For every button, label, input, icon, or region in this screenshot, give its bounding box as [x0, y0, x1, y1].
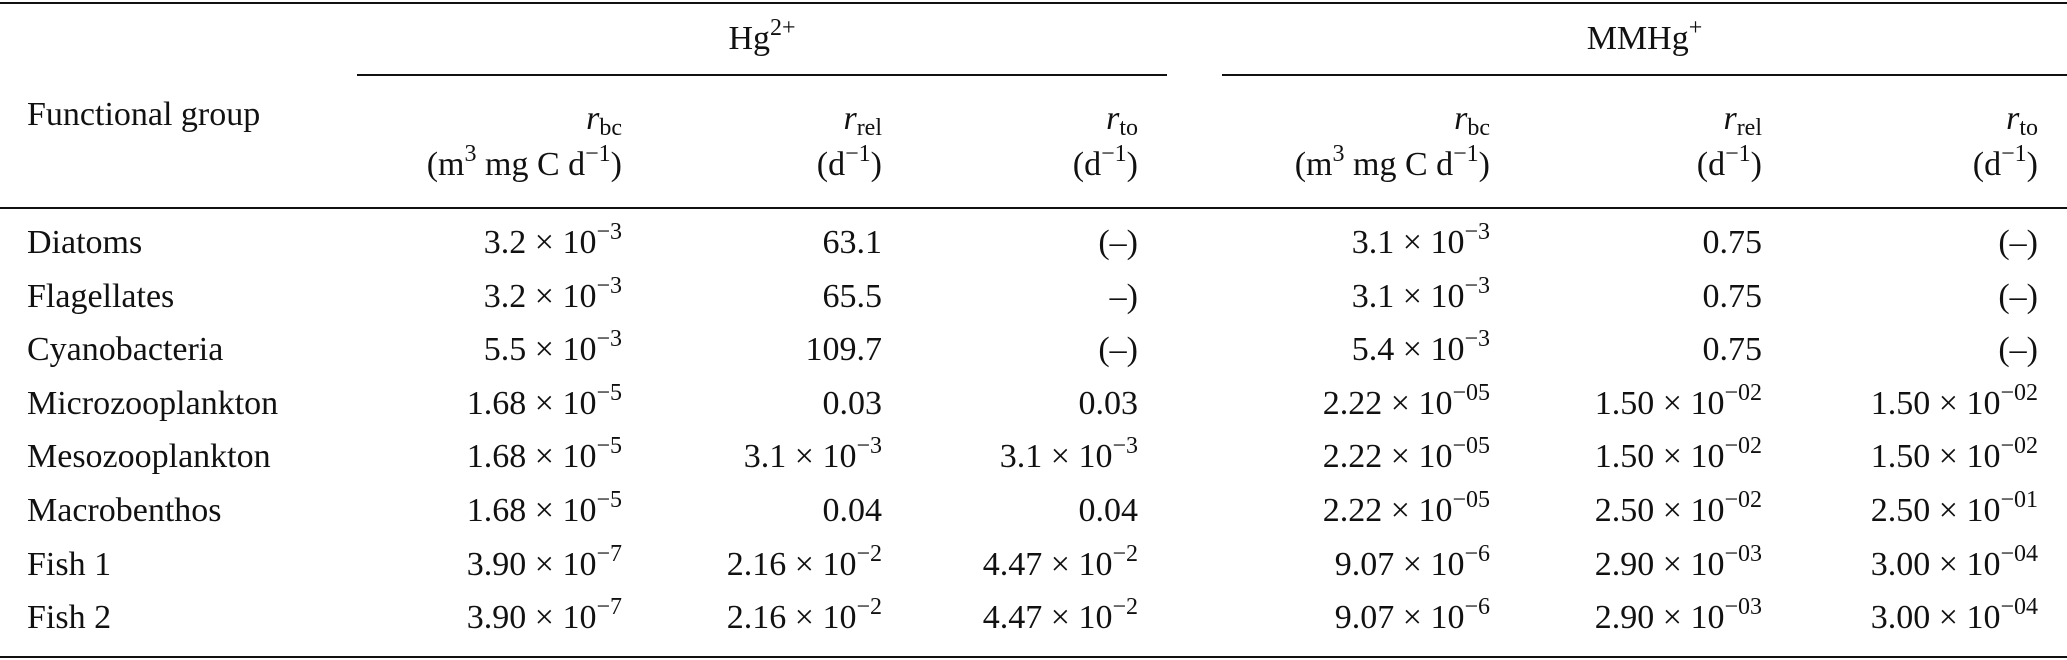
- table-row: Cyanobacteria 5.5 × 10−3 109.7 (–) 5.4 × 10−…: [0, 323, 2067, 376]
- table-cell: 0.75: [1702, 331, 1763, 369]
- group-header-hg-base: Hg: [728, 20, 770, 57]
- table-cell: 1.50 × 10−02: [1870, 379, 2038, 422]
- table-cell: 1.68 × 10−5: [466, 433, 622, 476]
- table-row: Diatoms 3.2 × 10−3 63.1 (–) 3.1 × 10−3 0.75 (–…: [0, 216, 2067, 269]
- table-cell: 0.75: [1702, 224, 1763, 261]
- group-header-mmhg-sup: +: [1688, 15, 1703, 41]
- table-cell: (–): [1098, 224, 1138, 261]
- table-cell: 0.04: [1078, 492, 1139, 529]
- table-row: Mesozooplankton 1.68 × 10−5 3.1 × 10−3 3.1 …: [0, 430, 2067, 483]
- column-header-6: rto (d−1): [1973, 96, 2038, 188]
- table-cell: 5.4 × 10−3: [1351, 326, 1490, 369]
- table-cell: 2.22 × 10−05: [1322, 487, 1490, 529]
- table-cell: 3.90 × 10−7: [466, 540, 622, 583]
- table-top-rule: [0, 2, 2067, 4]
- column-unit: (d−1): [1696, 141, 1762, 183]
- table-cell: 1.68 × 10−5: [466, 487, 622, 529]
- row-label: Microzooplankton: [27, 384, 279, 422]
- group-header-hg: Hg2+: [357, 14, 1167, 64]
- column-header-1: rbc (m3 mg C d−1): [427, 96, 622, 188]
- table-row: Fish 2 3.90 × 10−7 2.16 × 10−2 4.47 × 10−2 9…: [0, 591, 2067, 644]
- table-cell: 5.5 × 10−3: [483, 326, 622, 369]
- table-cell: (–): [1998, 331, 2038, 369]
- row-label: Mesozooplankton: [27, 438, 271, 476]
- table-cell: 2.50 × 10−02: [1594, 487, 1762, 529]
- table-bottom-rule: [0, 656, 2067, 658]
- table-cell: 65.5: [822, 277, 883, 315]
- table-cell: 3.2 × 10−3: [483, 219, 622, 261]
- column-symbol: rrel: [843, 100, 882, 141]
- column-unit: (m3 mg C d−1): [1294, 141, 1490, 183]
- table-cell: 0.75: [1702, 277, 1763, 315]
- table-header-rule: [0, 207, 2067, 209]
- table-cell: 9.07 × 10−6: [1334, 540, 1490, 583]
- column-symbol: rto: [2006, 100, 2038, 141]
- row-label: Fish 1: [27, 545, 112, 583]
- row-label: Flagellates: [27, 277, 175, 315]
- table-cell: 1.50 × 10−02: [1594, 379, 1762, 422]
- table-cell: 4.47 × 10−2: [982, 540, 1138, 583]
- row-label: Macrobenthos: [27, 492, 222, 529]
- functional-group-header: Functional group: [27, 96, 261, 133]
- table-cell: –): [1109, 277, 1138, 315]
- group-rule-hg: [357, 74, 1167, 76]
- table-cell: 3.1 × 10−3: [999, 433, 1138, 476]
- table-cell: 2.22 × 10−05: [1322, 433, 1490, 476]
- table-cell: 2.16 × 10−2: [726, 594, 882, 637]
- table-cell: (–): [1998, 224, 2038, 261]
- column-unit: (m3 mg C d−1): [426, 141, 622, 183]
- table-cell: (–): [1098, 331, 1138, 369]
- table-cell: 63.1: [822, 224, 883, 261]
- table-cell: 1.68 × 10−5: [466, 379, 622, 422]
- group-header-hg-sup: 2+: [770, 15, 796, 41]
- column-symbol: rto: [1106, 100, 1138, 141]
- column-unit: (d−1): [1072, 141, 1138, 183]
- table-cell: 9.07 × 10−6: [1334, 594, 1490, 637]
- group-rule-mmhg: [1222, 74, 2067, 76]
- table-row: Fish 1 3.90 × 10−7 2.16 × 10−2 4.47 × 10−2 9…: [0, 538, 2067, 591]
- table-cell: (–): [1998, 277, 2038, 315]
- table-cell: 2.90 × 10−03: [1594, 540, 1762, 583]
- table-cell: 3.90 × 10−7: [466, 594, 622, 637]
- column-unit: (d−1): [816, 141, 882, 183]
- table-cell: 3.1 × 10−3: [1351, 219, 1490, 261]
- table-cell: 109.7: [805, 331, 883, 369]
- column-header-3: rto (d−1): [1073, 96, 1138, 188]
- column-symbol: rbc: [586, 100, 622, 141]
- table-cell: 0.03: [1078, 384, 1139, 422]
- table-cell: 4.47 × 10−2: [982, 594, 1138, 637]
- table-row: Microzooplankton 1.68 × 10−5 0.03 0.03 2.22 …: [0, 377, 2067, 430]
- table-row: Flagellates 3.2 × 10−3 65.5 –) 3.1 × 10−3 0.7…: [0, 270, 2067, 323]
- row-label: Fish 2: [27, 599, 112, 637]
- row-label: Cyanobacteria: [27, 331, 224, 369]
- table-cell: 0.03: [822, 384, 883, 422]
- column-header-5: rrel (d−1): [1697, 96, 1762, 188]
- group-header-mmhg: MMHg+: [1222, 14, 2067, 64]
- table-cell: 2.22 × 10−05: [1322, 379, 1490, 422]
- table-cell: 3.1 × 10−3: [743, 433, 882, 476]
- table-row: Macrobenthos 1.68 × 10−5 0.04 0.04 2.22 × 10…: [0, 484, 2067, 537]
- table-cell: 2.90 × 10−03: [1594, 594, 1762, 637]
- table-cell: 2.50 × 10−01: [1870, 487, 2038, 529]
- column-header-4: rbc (m3 mg C d−1): [1295, 96, 1490, 188]
- column-header-2: rrel (d−1): [817, 96, 882, 188]
- table-cell: 3.1 × 10−3: [1351, 272, 1490, 315]
- table-cell: 0.04: [822, 492, 883, 529]
- table-cell: 2.16 × 10−2: [726, 540, 882, 583]
- table-cell: 1.50 × 10−02: [1870, 433, 2038, 476]
- table-cell: 1.50 × 10−02: [1594, 433, 1762, 476]
- column-symbol: rrel: [1723, 100, 1762, 141]
- table-cell: 3.00 × 10−04: [1870, 594, 2038, 637]
- table-cell: 3.00 × 10−04: [1870, 540, 2038, 583]
- column-symbol: rbc: [1454, 100, 1490, 141]
- row-label: Diatoms: [27, 224, 143, 261]
- column-unit: (d−1): [1972, 141, 2038, 183]
- group-header-mmhg-base: MMHg: [1586, 20, 1689, 57]
- table-cell: 3.2 × 10−3: [483, 272, 622, 315]
